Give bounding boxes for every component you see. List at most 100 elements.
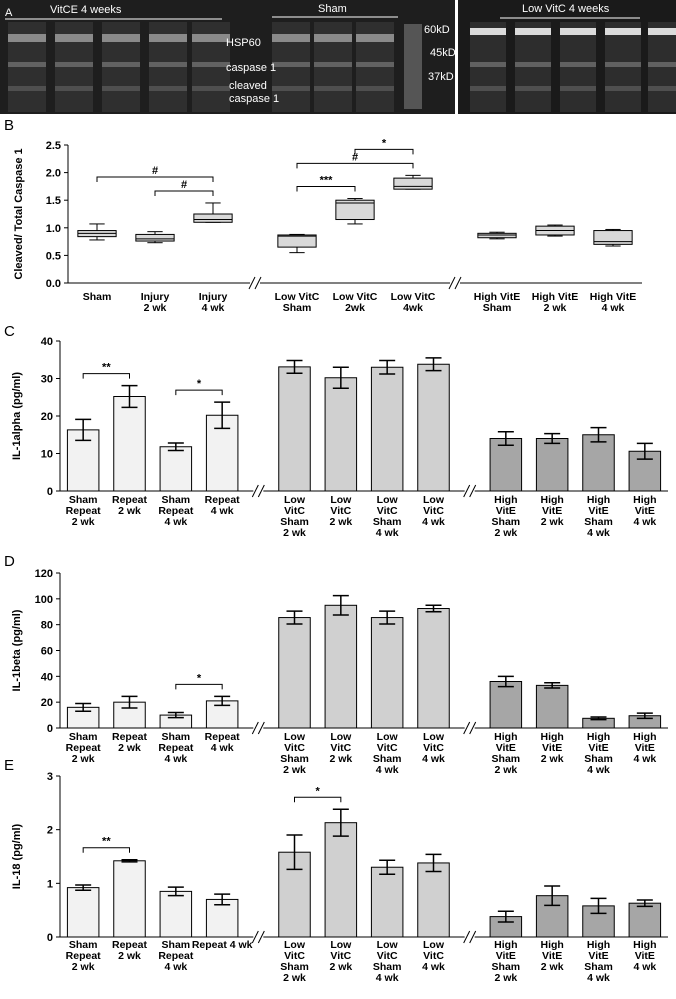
band-label: HSP60 xyxy=(226,37,261,49)
x-tick-label-line: Low xyxy=(284,494,306,506)
x-tick-label-line: Repeat xyxy=(66,742,102,754)
error-bar xyxy=(636,442,653,460)
error-bar xyxy=(497,910,514,923)
y-tick-label: 2 xyxy=(47,825,53,837)
significance-label: * xyxy=(316,785,321,797)
x-tick-label-line: High xyxy=(633,939,656,951)
bar xyxy=(535,438,569,492)
x-tick-label-line: Sham xyxy=(69,494,98,506)
x-tick-label-line: Low xyxy=(423,731,445,743)
bar xyxy=(417,862,450,938)
x-tick-label-line: VitC xyxy=(377,505,398,517)
x-tick-label-line: Sham xyxy=(584,961,613,973)
ladder xyxy=(404,24,422,109)
band-label: caspase 1 xyxy=(229,93,279,105)
x-tick-label: Sham Repeat 2 wk xyxy=(66,939,102,973)
x-tick-label-line: VitE xyxy=(635,950,655,962)
x-tick-label-line: High xyxy=(541,939,564,951)
marker-label: 45kD xyxy=(430,47,456,59)
x-tick-label-line: Low xyxy=(423,939,445,951)
x-tick-label-line: VitE xyxy=(496,742,516,754)
significance-label: # xyxy=(181,179,187,191)
x-tick-label-line: 4 wk xyxy=(422,753,445,765)
x-tick-label: Repeat 4 wk xyxy=(192,939,253,951)
axis-break xyxy=(463,484,471,498)
x-tick-label: Sham Repeat 2 wk xyxy=(66,731,102,765)
band xyxy=(648,62,676,67)
x-tick-label-line: 2 wk xyxy=(541,753,564,765)
y-axis-title: IL-1alpha (pg/ml) xyxy=(11,372,23,460)
x-tick-label-line: 4 wk xyxy=(211,742,234,754)
x-tick-label-line: Injury xyxy=(141,291,170,303)
x-tick-label: Low VitC Sham 4 wk xyxy=(373,494,402,539)
x-tick-label-line: Repeat xyxy=(205,494,241,506)
bar xyxy=(113,396,146,492)
error-bar xyxy=(425,357,442,372)
band-label: caspase 1 xyxy=(226,62,276,74)
bar xyxy=(159,446,193,492)
axis-break xyxy=(448,276,456,290)
x-tick-label-line: Sham xyxy=(280,516,309,528)
x-tick-label-line: VitC xyxy=(284,742,305,754)
error-bar xyxy=(167,442,184,452)
panel-letter: A xyxy=(5,7,13,19)
significance-bracket xyxy=(294,796,342,803)
significance-bracket xyxy=(175,389,223,396)
x-tick-label: Low VitC 4wk xyxy=(391,291,436,314)
axis-break-gap xyxy=(464,488,475,494)
x-tick-label-line: Low VitC xyxy=(275,291,320,303)
x-tick-label-line: 4wk xyxy=(403,302,423,314)
band xyxy=(560,86,596,91)
x-tick-label-line: High xyxy=(541,494,564,506)
x-tick-label-line: High xyxy=(494,939,517,951)
y-tick-label: 40 xyxy=(41,671,53,683)
blot-group: Sham xyxy=(318,3,347,15)
x-tick-label-line: VitC xyxy=(284,950,305,962)
y-tick-label: 2.0 xyxy=(46,168,61,180)
x-tick-label-line: Repeat xyxy=(158,742,194,754)
x-tick-label-line: VitE xyxy=(542,950,562,962)
axis-break xyxy=(257,484,265,498)
axis-break xyxy=(257,721,265,735)
x-tick-label-line: Sham xyxy=(69,731,98,743)
x-tick-label-line: 4 wk xyxy=(202,302,225,314)
band xyxy=(192,34,230,42)
x-tick-label: High VitE 4 wk xyxy=(633,494,656,528)
x-tick-label-line: Sham xyxy=(280,961,309,973)
significance-bracket xyxy=(82,373,130,379)
axis-break xyxy=(463,721,471,735)
error-bar xyxy=(167,711,184,719)
axis-break xyxy=(463,930,471,944)
x-tick-label-line: 4 wk xyxy=(376,764,399,776)
y-tick-label: 0 xyxy=(47,932,53,944)
x-tick-label-line: Sham xyxy=(162,731,191,743)
x-tick-label: Sham Repeat 2 wk xyxy=(66,494,102,528)
y-tick-label: 10 xyxy=(41,449,53,461)
x-tick-label-line: Sham xyxy=(492,516,521,528)
significance-label: ** xyxy=(102,362,111,374)
error-bar xyxy=(75,702,92,712)
band xyxy=(560,62,596,67)
axis-break xyxy=(469,930,477,944)
x-tick-label-line: Sham xyxy=(584,516,613,528)
error-bar xyxy=(544,682,561,689)
band xyxy=(149,34,187,42)
error-bar xyxy=(590,716,607,721)
x-tick-label-line: 2 wk xyxy=(118,950,141,962)
blot-group: Low VitC 4 weeks xyxy=(522,3,610,15)
axis-break xyxy=(469,721,477,735)
error-bar xyxy=(379,610,396,625)
x-tick-label: High VitE 4 wk xyxy=(590,291,636,314)
x-tick-label-line: High xyxy=(494,731,517,743)
x-tick-label-line: 2 wk xyxy=(329,753,352,765)
band xyxy=(314,62,352,67)
x-tick-label-line: 4 wk xyxy=(633,961,656,973)
x-tick-label: Repeat 4 wk xyxy=(205,494,241,517)
x-tick-label-line: Low xyxy=(284,731,306,743)
x-tick-label-line: 4 wk xyxy=(602,302,625,314)
significance-bracket xyxy=(82,847,130,853)
x-tick-label-line: 2 wk xyxy=(494,764,517,776)
x-tick-label-line: 2 wk xyxy=(283,527,306,539)
y-tick-label: 1.5 xyxy=(46,195,61,207)
bar xyxy=(370,866,404,938)
